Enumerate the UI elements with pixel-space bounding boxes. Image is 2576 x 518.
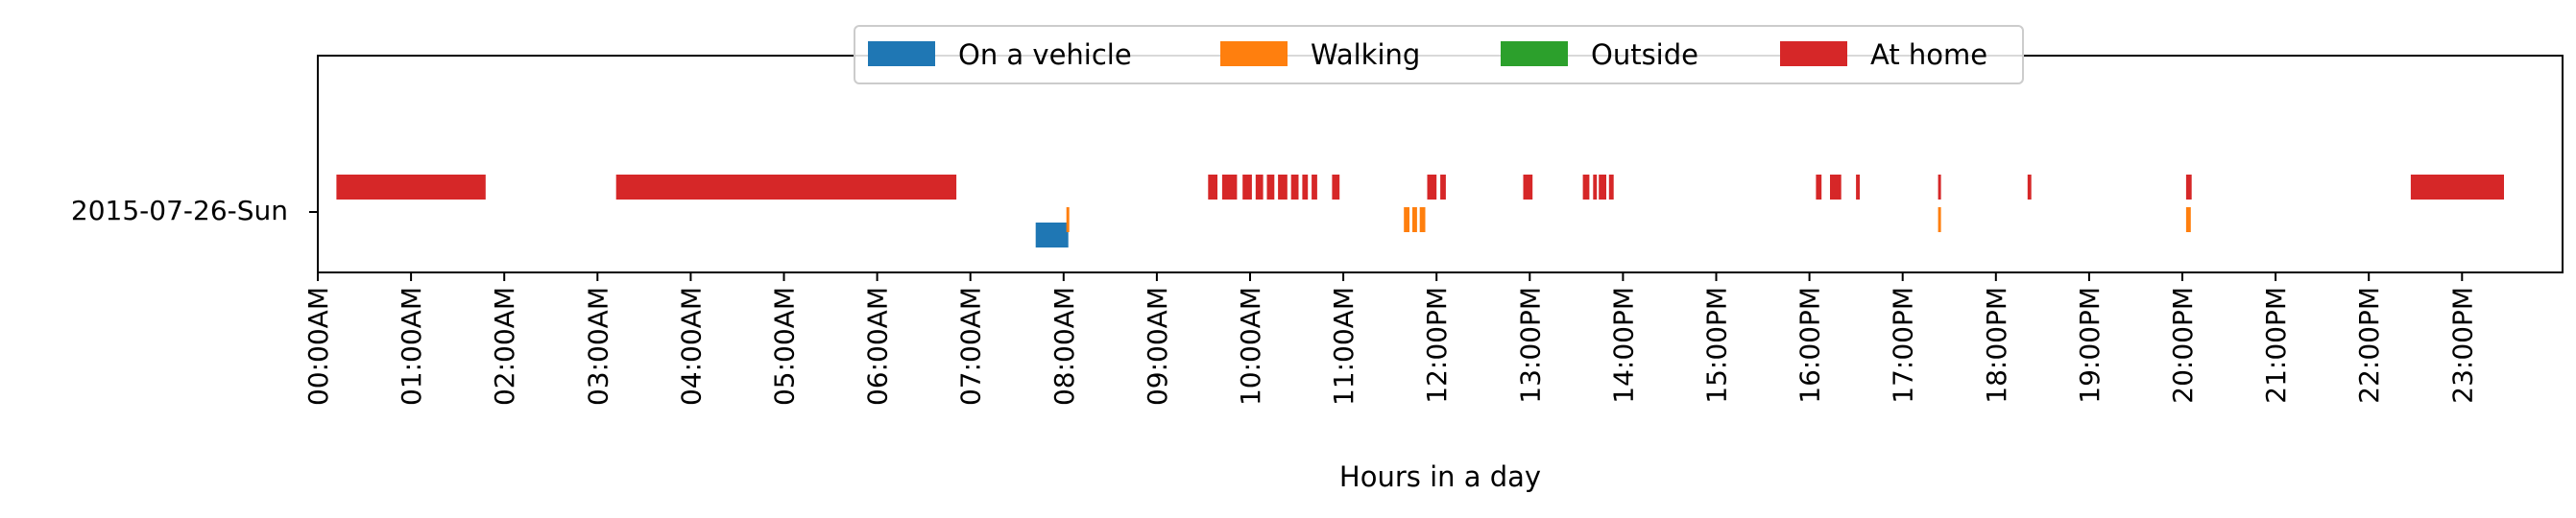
bar-at-home-11 <box>1332 175 1340 200</box>
x-tick-label: 04:00AM <box>675 287 707 406</box>
x-tick-label: 10:00AM <box>1235 287 1266 406</box>
bar-at-home-17 <box>1599 175 1606 200</box>
legend-swatch-on-a-vehicle <box>868 41 935 66</box>
bar-walking-1 <box>1404 207 1409 232</box>
bar-on-a-vehicle-0 <box>1035 223 1069 247</box>
x-tick-label: 03:00AM <box>582 287 614 406</box>
bar-walking-4 <box>1938 207 1941 232</box>
x-tick-label: 05:00AM <box>769 287 801 406</box>
x-tick-label: 01:00AM <box>396 287 427 406</box>
y-tick-label: 2015-07-26-Sun <box>71 195 288 226</box>
x-tick-label: 00:00AM <box>302 287 334 406</box>
bar-walking-2 <box>1412 207 1417 232</box>
bar-at-home-20 <box>1830 175 1842 200</box>
x-axis-label: Hours in a day <box>1339 460 1541 493</box>
x-tick-label: 17:00PM <box>1888 287 1919 404</box>
legend-swatch-outside <box>1501 41 1568 66</box>
x-axis-ticks: 00:00AM 01:00AM 02:00AM 03:00AM 04:00AM 05:00… <box>302 272 2478 406</box>
bar-at-home-12 <box>1427 175 1437 200</box>
bar-at-home-18 <box>1608 175 1614 200</box>
bar-at-home-6 <box>1266 175 1275 200</box>
bar-at-home-0 <box>336 175 486 200</box>
x-tick-label: 19:00PM <box>2074 287 2106 404</box>
bar-at-home-3 <box>1221 175 1238 200</box>
bar-at-home-5 <box>1255 175 1264 200</box>
bar-walking-0 <box>1066 207 1070 232</box>
bar-at-home-7 <box>1278 175 1288 200</box>
x-tick-label: 08:00AM <box>1048 287 1080 406</box>
x-tick-label: 14:00PM <box>1607 287 1639 404</box>
bar-at-home-24 <box>2185 175 2192 200</box>
activity-bars <box>336 175 2504 247</box>
x-tick-label: 16:00PM <box>1794 287 1826 404</box>
bar-at-home-8 <box>1290 175 1299 200</box>
bar-at-home-9 <box>1302 175 1309 200</box>
bar-at-home-16 <box>1593 175 1598 200</box>
bar-at-home-10 <box>1312 175 1317 200</box>
x-tick-label: 23:00PM <box>2446 287 2478 404</box>
bar-at-home-1 <box>615 175 957 200</box>
bar-at-home-25 <box>2410 175 2504 200</box>
bar-at-home-4 <box>1242 175 1252 200</box>
legend-label-at-home: At home <box>1870 38 1987 71</box>
legend-swatch-walking <box>1220 41 1288 66</box>
bar-at-home-15 <box>1582 175 1590 200</box>
legend-label-on-a-vehicle: On a vehicle <box>958 38 1132 71</box>
x-tick-label: 12:00PM <box>1421 287 1453 404</box>
x-tick-label: 18:00PM <box>1981 287 2012 404</box>
x-tick-label: 21:00PM <box>2260 287 2292 404</box>
x-tick-label: 15:00PM <box>1701 287 1733 404</box>
x-tick-label: 13:00PM <box>1514 287 1546 404</box>
bar-at-home-14 <box>1523 175 1533 200</box>
bar-at-home-23 <box>2027 175 2032 200</box>
x-tick-label: 11:00AM <box>1328 287 1360 406</box>
legend: On a vehicle Walking Outside At home <box>854 25 2024 84</box>
x-tick-label: 22:00PM <box>2353 287 2385 404</box>
bar-at-home-19 <box>1816 175 1822 200</box>
bar-walking-3 <box>1419 207 1426 232</box>
legend-box <box>854 25 2024 84</box>
legend-label-outside: Outside <box>1591 38 1698 71</box>
bar-at-home-22 <box>1938 175 1941 200</box>
bar-walking-5 <box>2185 207 2191 232</box>
bar-at-home-2 <box>1208 175 1217 200</box>
bar-at-home-21 <box>1856 175 1860 200</box>
x-tick-label: 09:00AM <box>1142 287 1173 406</box>
x-tick-label: 02:00AM <box>489 287 520 406</box>
x-tick-label: 07:00AM <box>955 287 987 406</box>
bar-at-home-13 <box>1440 175 1446 200</box>
x-tick-label: 06:00AM <box>862 287 894 406</box>
legend-label-walking: Walking <box>1311 38 1420 71</box>
x-tick-label: 20:00PM <box>2167 287 2199 404</box>
legend-swatch-at-home <box>1780 41 1847 66</box>
